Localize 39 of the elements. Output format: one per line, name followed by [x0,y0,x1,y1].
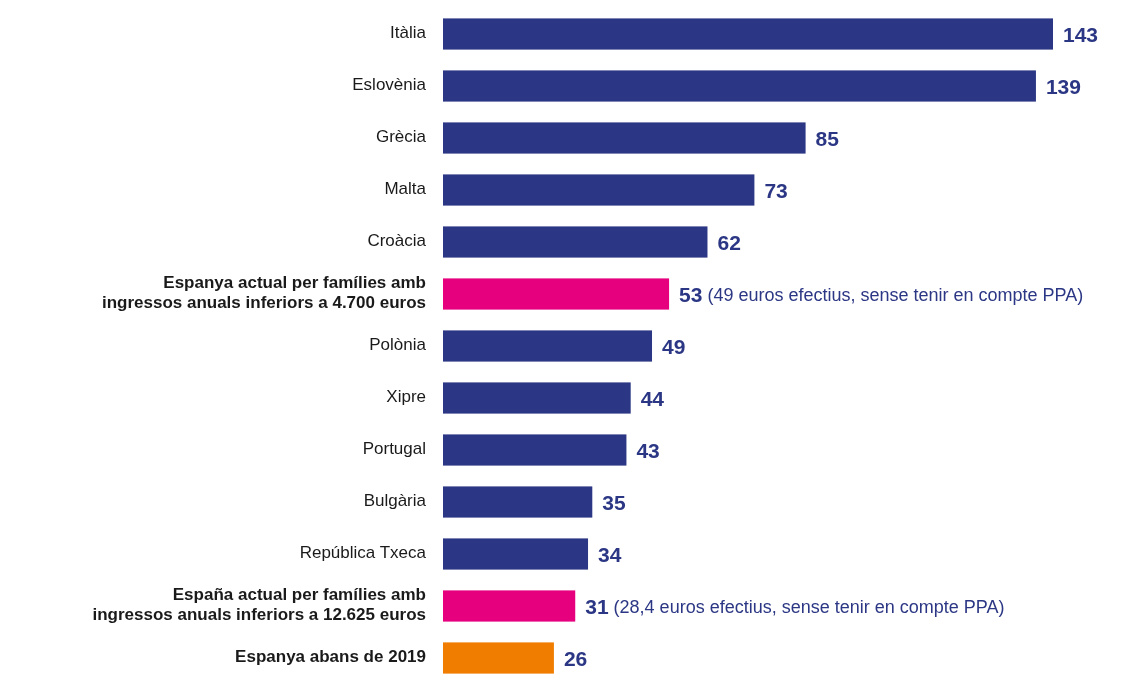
y-tick-label: Espanya actual per famílies amb ingressos anuals inferiors a 4.700 euros [101,273,426,313]
bar [443,18,1053,50]
data-label: 31 (28,4 euros efectius, sense tenir en compte PPA) [585,594,1005,618]
bar [443,278,670,310]
bar [443,330,653,362]
data-label: 53 (49 euros efectius, sense tenir en compte PPA) [679,282,1084,306]
data-label: 85 [815,126,840,150]
data-label: 44 [640,386,665,410]
y-tick-label: República Txeca [299,543,427,563]
bar [443,174,755,206]
y-tick-label: Portugal [362,439,426,459]
bar [443,486,593,518]
bar [443,590,576,622]
y-tick-label: Espanya abans de 2019 [235,647,426,667]
data-label: 73 [764,178,788,202]
data-label: 139 [1045,74,1081,98]
y-tick-label: Xipre [386,387,426,407]
bar [443,122,806,154]
data-label: 143 [1063,22,1099,46]
y-tick-label: Itàlia [390,23,427,43]
data-label: 49 [662,334,686,358]
bar [443,70,1036,102]
y-tick-label: Grècia [375,127,427,147]
y-tick-label: Malta [384,179,427,199]
bar [443,434,627,466]
bar [443,642,554,674]
bar [443,382,631,414]
data-label: 43 [636,438,660,462]
y-tick-label: Croàcia [367,231,427,251]
data-label: 34 [598,542,622,566]
bar [443,538,589,570]
data-label: 26 [563,646,588,670]
bar [443,226,708,258]
y-tick-label: Bulgària [363,491,427,511]
data-label: 62 [717,230,741,254]
data-label: 35 [602,490,626,514]
y-tick-label: España actual per famílies amb ingressos anuals inferiors a 12.625 euros [92,585,426,625]
y-tick-label: Polònia [369,335,427,355]
y-tick-label: Eslovènia [352,75,427,95]
